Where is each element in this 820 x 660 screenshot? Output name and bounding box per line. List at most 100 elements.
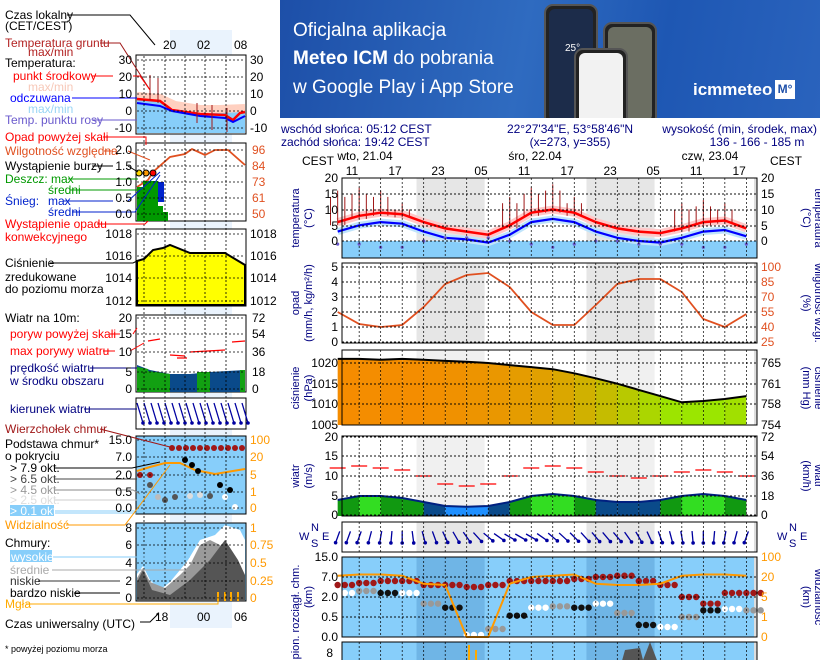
- end-strip: [754, 642, 757, 660]
- axis-unit-wind-right: (km/h): [800, 460, 812, 491]
- wind-speed-area-segment: [681, 494, 704, 516]
- panel-border: [341, 349, 758, 426]
- cloud-base-dot: [707, 607, 714, 614]
- wind-arrow-head: [457, 540, 461, 544]
- legend-wind-arrow: [164, 402, 172, 424]
- legend-wind-arrow-head: [155, 421, 159, 425]
- app-promo-banner[interactable]: Oficjalna aplikacja Meteo ICM do pobrani…: [280, 0, 820, 118]
- dew-point-dot: [615, 239, 619, 243]
- legend-midpoint: punkt środkowy: [13, 69, 96, 83]
- legend-tick-wind_kmh: 54: [252, 327, 266, 341]
- legend-wind-arrow-head: [246, 421, 250, 425]
- cloud-base-dot: [735, 605, 743, 613]
- wind-speed-area-segment: [638, 500, 661, 516]
- legend-tick-wind_kmh: 18: [252, 365, 266, 379]
- compass-icon: N W S E N W S E: [299, 522, 807, 550]
- wind-arrow-head: [366, 540, 371, 545]
- legend-tick-pressure: 1016: [105, 249, 132, 263]
- cloud-top-dot: [348, 581, 356, 589]
- cloud-base-dot: [714, 607, 721, 614]
- visibility-tick: 100: [761, 550, 781, 564]
- pressure-area-segment: [488, 363, 510, 425]
- wind-speed-area-segment: [445, 506, 467, 516]
- legend-tick-temp: -10: [115, 121, 133, 135]
- wind-direction-arrow: [712, 530, 716, 544]
- pressure-area-segment: [402, 358, 424, 425]
- panel-background-6: [342, 642, 757, 660]
- legend-cloud-top-dot: [225, 445, 231, 451]
- axis-title-wind-left: wiatr: [290, 464, 302, 489]
- legend-wind-arrow-head: [176, 421, 180, 425]
- pressure-line: [337, 357, 747, 404]
- day-label-2: śro, 22.04: [508, 149, 562, 163]
- legend-convective: Wystąpienie opadu: [5, 217, 107, 231]
- wind-arrow-head: [732, 540, 736, 545]
- compass-n-right: N: [789, 522, 797, 534]
- hour-label: 11: [346, 164, 359, 178]
- wind-direction-arrow: [367, 531, 373, 543]
- legend-pressure-1: Ciśnienie: [5, 256, 55, 270]
- end-strip: [754, 522, 757, 552]
- legend-storm-marker: [149, 169, 157, 177]
- wind-speed-area-segment: [466, 506, 489, 516]
- axis-title-pressure-right: ciśnienie: [812, 367, 820, 410]
- legend-tick-cloud: 7.0: [115, 450, 132, 464]
- legend-tick-wind: 20: [119, 311, 133, 325]
- legend-tick-cloud: 15.0: [109, 433, 133, 447]
- cloud-base-dot: [556, 603, 564, 610]
- wind-direction-arrow: [334, 531, 341, 543]
- cloud-base-dot: [334, 589, 341, 597]
- hour-label: 17: [733, 164, 747, 178]
- legend-wind-arrow-head: [148, 421, 152, 425]
- legend-tick-precip: 0.5: [115, 191, 132, 205]
- wind-arrow-head: [619, 539, 623, 544]
- legend-cloud-base-dot: [195, 468, 201, 474]
- wind-tick: 15: [325, 449, 339, 463]
- legend-precip-over: Opad powyżej skali: [5, 130, 108, 144]
- legend-wind-arrow: [157, 402, 165, 424]
- legend-gust-marks: [147, 338, 246, 359]
- pressure-tick: 1020: [311, 356, 338, 370]
- legend-ground-temp-mm: max/min: [28, 45, 73, 59]
- wind-arrow-head: [566, 539, 570, 543]
- legend-cloud-base-dot: [197, 492, 203, 498]
- legend-tick-precip: 1.5: [115, 159, 132, 173]
- legend-tick-cloud: 2.0: [115, 468, 132, 482]
- legend-pressure-3: do poziomu morza: [5, 282, 104, 296]
- legend-tick-wind_kmh: 36: [252, 345, 266, 359]
- pressure-mmhg-tick: 761: [761, 377, 781, 391]
- pressure-area-segment: [660, 396, 682, 425]
- legend-tick-pressure: 1012: [250, 294, 277, 308]
- wind-direction-arrow: [356, 531, 362, 543]
- pressure-area-segment: [445, 360, 467, 425]
- cloud-top-dot: [735, 589, 743, 597]
- legend-cloud-top-dot: [204, 445, 210, 451]
- visibility-tick: 1: [761, 610, 768, 624]
- wind-direction-arrow: [493, 533, 505, 541]
- visibility-tick: 5: [761, 590, 768, 604]
- wind-arrow-head: [576, 539, 581, 544]
- axis-unit-pressure-right: (mm Hg): [800, 367, 812, 410]
- pressure-area-segment: [531, 367, 553, 425]
- axis-unit-cloud-left: (km): [303, 586, 315, 608]
- banner-app-name: Meteo ICM: [293, 48, 388, 69]
- below-zero-fill: [342, 241, 757, 258]
- night-band: [416, 522, 485, 552]
- wind-tick: 20: [325, 430, 339, 444]
- wind-kmh-tick: 72: [761, 430, 775, 444]
- sunset-text: zachód słońca: 19:42 CEST: [281, 135, 430, 149]
- cloud-top-dot: [649, 577, 657, 585]
- precip-tick: 3: [331, 290, 338, 304]
- banner-line-2-rest: do pobrania: [388, 48, 494, 69]
- temp-tick-right: 15: [761, 187, 775, 201]
- legend-okt-01: > 0.1 okt.: [10, 504, 60, 518]
- hour-label: 05: [474, 164, 488, 178]
- wind-arrow-head: [491, 539, 495, 543]
- pressure-area-segment: [574, 373, 596, 425]
- legend-visibility-line: [136, 462, 246, 476]
- wind-arrow-head: [555, 539, 560, 543]
- precip-tick: 1: [331, 320, 338, 334]
- legend-gust-over: poryw powyżej skali: [10, 327, 116, 341]
- wind-kmh-tick: 18: [761, 489, 775, 503]
- legend-humidity: Wilgotność względna: [5, 144, 118, 158]
